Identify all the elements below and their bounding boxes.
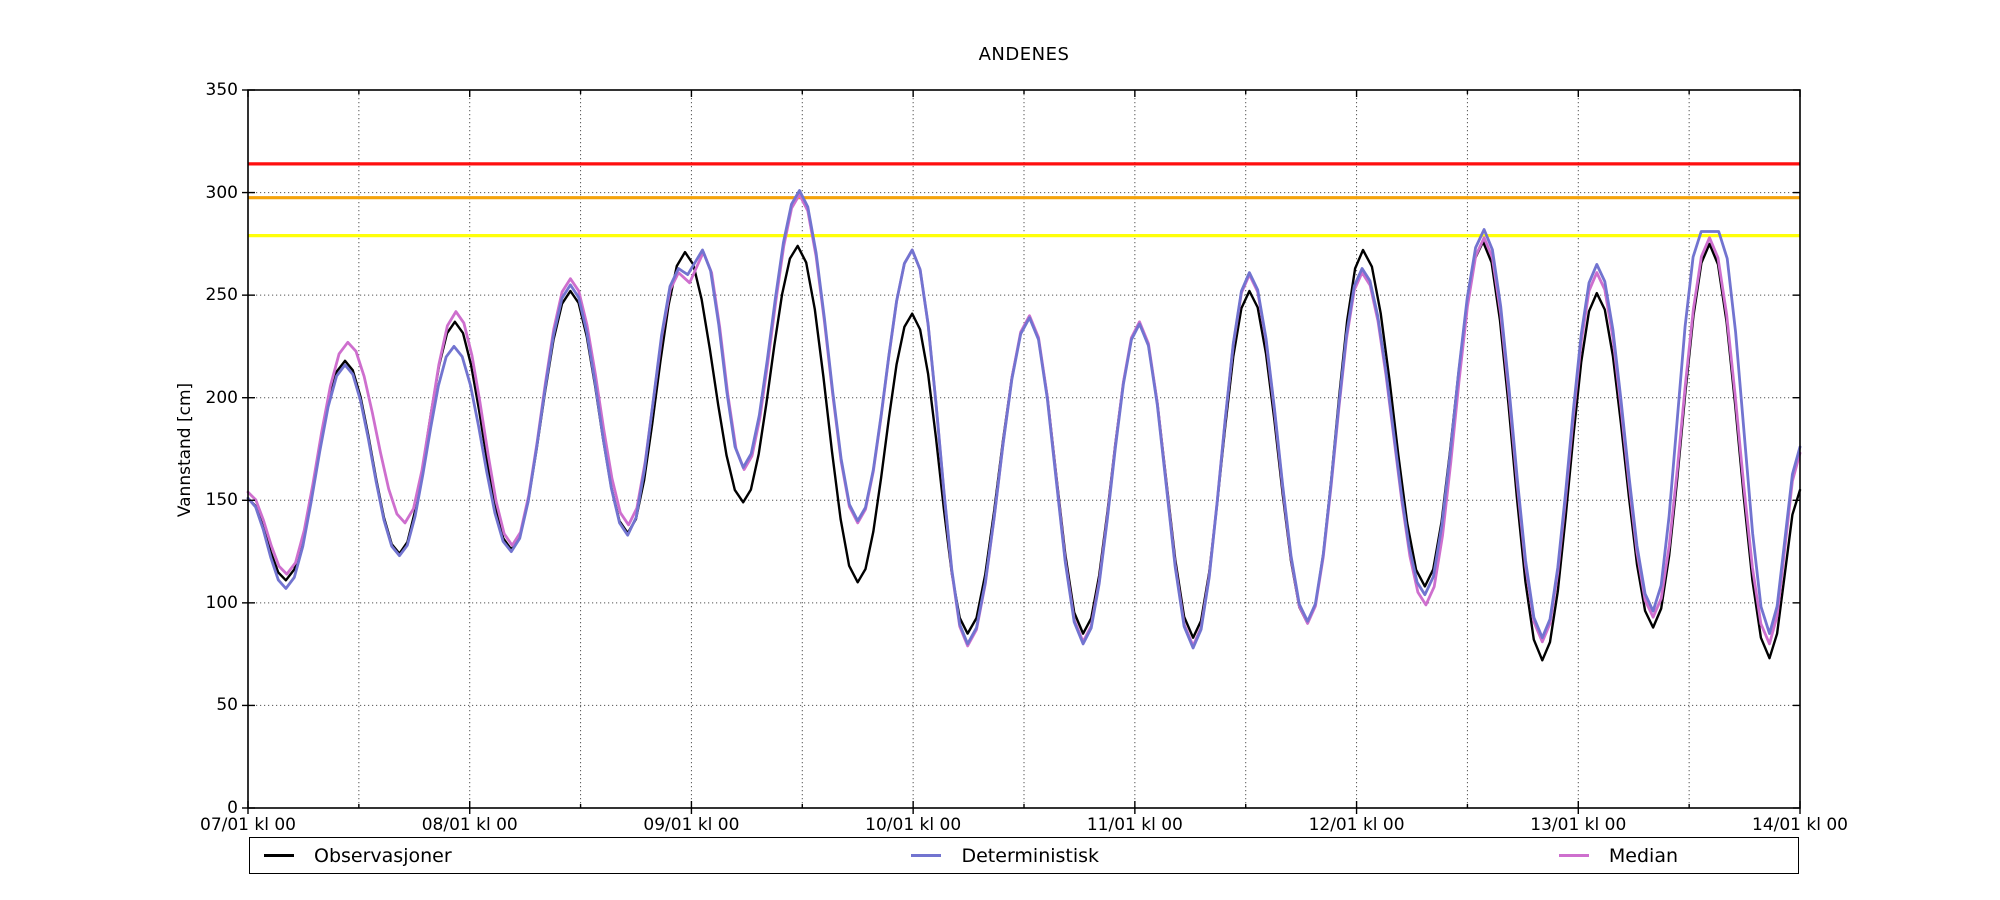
x-tick-label: 10/01 kl 00	[865, 815, 962, 835]
x-tick-label: 07/01 kl 00	[200, 815, 296, 835]
x-tick-label: 08/01 kl 00	[421, 815, 518, 835]
legend-line-swatch	[1558, 854, 1589, 857]
y-tick-label: 0	[227, 798, 238, 818]
y-tick-label: 100	[205, 592, 238, 613]
y-tick-label: 50	[216, 695, 238, 716]
legend-line-swatch	[911, 854, 942, 857]
legend-item-observasjoner: Observasjoner	[264, 845, 452, 867]
y-tick-label: 250	[205, 285, 238, 306]
legend-item-median: Median	[1558, 844, 1678, 867]
y-tick-label: 300	[205, 182, 238, 203]
y-tick-label: 150	[205, 490, 238, 511]
legend-label: Observasjoner	[314, 844, 452, 867]
y-axis-title: Vannstand [cm]	[175, 382, 195, 518]
legend-line-swatch	[264, 854, 294, 857]
chart-title: ANDENES	[978, 44, 1070, 65]
series-deterministisk	[246, 189, 1802, 650]
data-series	[246, 189, 1802, 662]
legend-item-deterministisk: Deterministisk	[911, 845, 1099, 867]
legend-label: Median	[1608, 844, 1678, 867]
axis-ticks	[242, 89, 1801, 814]
x-tick-label: 11/01 kl 00	[1086, 815, 1183, 835]
legend-label: Deterministisk	[961, 844, 1100, 867]
y-tick-label: 350	[205, 80, 238, 100]
x-tick-label: 13/01 kl 00	[1530, 815, 1627, 835]
y-tick-label: 200	[205, 387, 238, 408]
legend: Observasjoner Deterministisk Median	[249, 837, 1799, 874]
x-tick-label: 09/01 kl 00	[643, 815, 740, 835]
x-tick-label: 14/01 kl 00	[1752, 815, 1848, 835]
x-tick-label: 12/01 kl 00	[1308, 815, 1405, 835]
threshold-lines	[248, 162, 1800, 238]
